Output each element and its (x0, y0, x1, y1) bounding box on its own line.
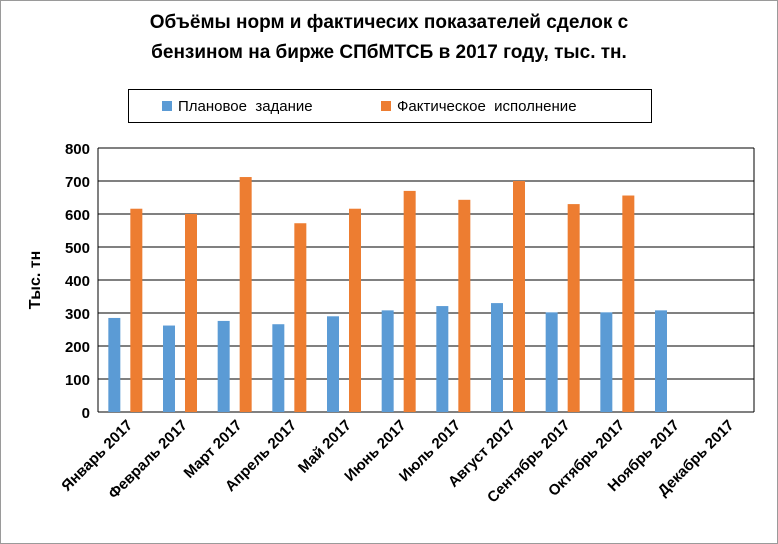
y-axis-label: Тыс. тн (27, 251, 44, 310)
bar-plan (381, 310, 394, 412)
legend-item-plan: Плановое задание (162, 98, 313, 115)
bar-fact (239, 177, 252, 412)
chart-title-line-2: бензином на бирже СПбМТСБ в 2017 году, т… (151, 42, 627, 63)
legend-label-fact: Фактическое исполнение (397, 97, 577, 115)
legend-swatch-fact (381, 101, 391, 111)
y-tick-label: 600 (65, 207, 90, 224)
legend-label-plan: Плановое задание (178, 97, 313, 115)
bar-fact (349, 208, 361, 412)
bar-fact (458, 199, 471, 412)
bar-fact (185, 214, 197, 412)
chart-legend: Плановое задание Фактическое исполнение (128, 89, 652, 123)
bar-plan (217, 320, 230, 412)
bar-plan (491, 303, 503, 412)
bar-plan (655, 310, 667, 412)
legend-item-fact: Фактическое исполнение (381, 98, 577, 115)
bar-fact (622, 195, 635, 412)
bar-fact (130, 208, 143, 412)
chart-title: Объёмы норм и фактичесих показателей сде… (0, 8, 778, 68)
legend-swatch-plan (162, 101, 172, 111)
y-tick-label: 300 (65, 306, 90, 323)
bar-fact (294, 223, 307, 412)
y-tick-label: 200 (65, 339, 90, 356)
bar-fact (403, 190, 416, 412)
y-tick-label: 400 (65, 273, 90, 290)
bar-plan (545, 312, 558, 412)
y-tick-label: 800 (65, 141, 90, 158)
y-tick-label: 500 (65, 240, 90, 257)
y-tick-label: 700 (65, 174, 90, 191)
bar-plan (327, 316, 339, 412)
chart-title-line-1: Объёмы норм и фактичесих показателей сде… (149, 12, 629, 33)
bar-fact (567, 204, 580, 412)
bar-plan (272, 324, 285, 412)
y-tick-label: 0 (82, 405, 90, 422)
bar-plan (600, 312, 613, 412)
bar-plan (163, 325, 175, 412)
bar-plan (436, 306, 449, 412)
y-tick-label: 100 (65, 372, 90, 389)
bar-plan (108, 317, 121, 412)
bar-fact (513, 181, 525, 412)
